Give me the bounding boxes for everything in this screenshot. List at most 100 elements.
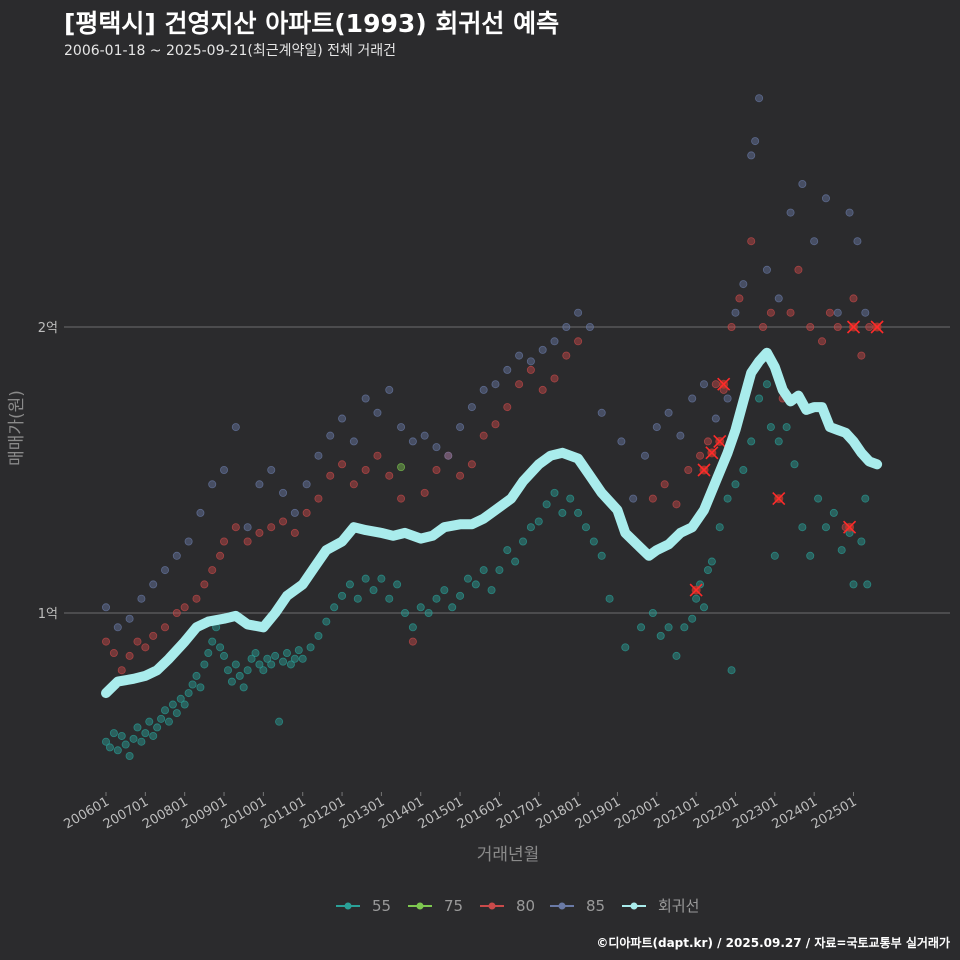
legend-swatch-dot bbox=[344, 902, 352, 910]
data-point-85 bbox=[161, 566, 170, 575]
data-point-80 bbox=[290, 528, 299, 537]
data-point-85 bbox=[361, 394, 370, 403]
data-point-80 bbox=[373, 451, 382, 460]
data-point-80 bbox=[133, 637, 142, 646]
data-point-55 bbox=[176, 694, 185, 703]
data-point-80 bbox=[180, 603, 189, 612]
highlight-marker bbox=[870, 320, 884, 334]
data-point-85 bbox=[845, 208, 854, 217]
data-point-55 bbox=[113, 746, 122, 755]
data-point-80 bbox=[361, 465, 370, 474]
data-point-55 bbox=[408, 623, 417, 632]
data-point-85 bbox=[373, 408, 382, 417]
data-point-85 bbox=[220, 465, 229, 474]
highlight-marker bbox=[843, 520, 857, 534]
data-point-55 bbox=[345, 580, 354, 589]
y-tick-label: 2억 bbox=[38, 321, 58, 336]
data-point-85 bbox=[432, 443, 441, 452]
data-point-55 bbox=[821, 523, 830, 532]
data-point-80 bbox=[208, 566, 217, 575]
data-point-85 bbox=[479, 385, 488, 394]
data-point-55 bbox=[192, 671, 201, 680]
data-point-80 bbox=[149, 631, 158, 640]
data-point-55 bbox=[849, 580, 858, 589]
data-point-55 bbox=[542, 500, 551, 509]
data-point-55 bbox=[688, 614, 697, 623]
data-point-55 bbox=[157, 714, 166, 723]
data-point-85 bbox=[338, 414, 347, 423]
regression-line bbox=[101, 347, 883, 699]
highlight-marker bbox=[717, 377, 731, 391]
data-point-85 bbox=[125, 614, 134, 623]
data-point-85 bbox=[723, 394, 732, 403]
data-point-55 bbox=[747, 437, 756, 446]
data-point-55 bbox=[487, 586, 496, 595]
data-point-80 bbox=[684, 465, 693, 474]
data-point-55 bbox=[208, 637, 217, 646]
data-point-85 bbox=[255, 480, 264, 489]
data-point-80 bbox=[747, 237, 756, 246]
data-point-55 bbox=[275, 717, 284, 726]
data-point-80 bbox=[766, 308, 775, 317]
data-point-85 bbox=[629, 494, 638, 503]
legend-item: 75 bbox=[408, 897, 463, 915]
data-point-55 bbox=[774, 437, 783, 446]
legend-item: 회귀선 bbox=[622, 897, 699, 915]
x-tick-label: 202501 bbox=[809, 794, 859, 832]
data-point-55 bbox=[581, 523, 590, 532]
data-point-85 bbox=[231, 423, 240, 432]
data-point-80 bbox=[255, 528, 264, 537]
data-point-55 bbox=[511, 557, 520, 566]
data-point-85 bbox=[491, 380, 500, 389]
data-point-80 bbox=[503, 403, 512, 412]
data-point-55 bbox=[766, 423, 775, 432]
data-point-85 bbox=[184, 537, 193, 546]
data-point-55 bbox=[220, 651, 229, 660]
legend-swatch-dot bbox=[416, 902, 424, 910]
data-point-55 bbox=[279, 657, 288, 666]
data-point-55 bbox=[589, 537, 598, 546]
data-point-55 bbox=[534, 517, 543, 526]
y-axis-ticks: 1억 2억 bbox=[38, 321, 58, 622]
data-point-85 bbox=[585, 322, 594, 331]
data-point-80 bbox=[491, 420, 500, 429]
data-point-55 bbox=[463, 574, 472, 583]
data-point-55 bbox=[125, 752, 134, 761]
data-point-80 bbox=[192, 594, 201, 603]
highlight-marker bbox=[846, 320, 861, 334]
data-point-85 bbox=[113, 623, 122, 632]
data-point-55 bbox=[806, 551, 815, 560]
data-point-85 bbox=[314, 451, 323, 460]
data-point-85 bbox=[774, 294, 783, 303]
data-point-55 bbox=[369, 586, 378, 595]
data-point-55 bbox=[798, 523, 807, 532]
data-point-80 bbox=[125, 651, 134, 660]
data-point-55 bbox=[361, 574, 370, 583]
data-point-85 bbox=[515, 351, 524, 360]
data-point-55 bbox=[755, 394, 764, 403]
data-point-55 bbox=[243, 666, 252, 675]
data-point-80 bbox=[314, 494, 323, 503]
data-point-80 bbox=[161, 623, 170, 632]
y-axis-title: 매매가(원) bbox=[7, 390, 27, 466]
data-point-55 bbox=[857, 537, 866, 546]
data-point-85 bbox=[243, 523, 252, 532]
data-point-55 bbox=[471, 580, 480, 589]
data-point-55 bbox=[338, 591, 347, 600]
legend-label: 85 bbox=[586, 897, 605, 915]
data-point-55 bbox=[290, 654, 299, 663]
data-point-80 bbox=[648, 494, 657, 503]
data-point-85 bbox=[444, 451, 453, 460]
data-point-55 bbox=[259, 666, 268, 675]
data-point-85 bbox=[326, 431, 335, 440]
data-point-55 bbox=[703, 566, 712, 575]
data-point-80 bbox=[794, 265, 803, 274]
data-point-55 bbox=[637, 623, 646, 632]
data-point-85 bbox=[833, 308, 842, 317]
data-point-75 bbox=[397, 463, 406, 472]
data-point-85 bbox=[731, 308, 740, 317]
data-point-80 bbox=[349, 480, 358, 489]
data-point-80 bbox=[326, 471, 335, 480]
data-point-55 bbox=[200, 660, 209, 669]
data-point-55 bbox=[298, 654, 307, 663]
